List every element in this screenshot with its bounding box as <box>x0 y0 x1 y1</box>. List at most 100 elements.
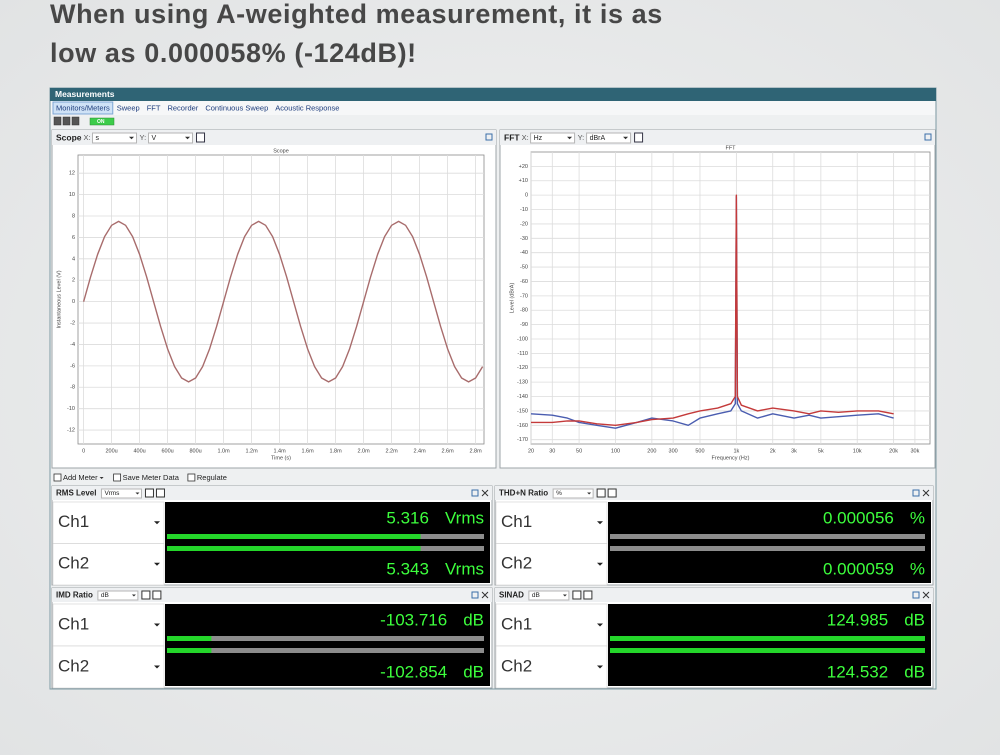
meter-value: 124.985 <box>827 610 888 629</box>
toolbar <box>51 115 935 128</box>
toolbar-icon[interactable] <box>187 473 196 482</box>
y-tick-label: -160 <box>517 423 528 429</box>
dropdown-value: s <box>96 135 100 142</box>
y-tick-label: -120 <box>517 365 528 371</box>
on-button <box>89 117 115 126</box>
dropdown[interactable] <box>552 488 594 499</box>
settings-icon[interactable] <box>196 132 206 143</box>
channel-label: Ch2 <box>501 554 532 573</box>
channel-label: Ch1 <box>501 512 532 531</box>
meter-icon[interactable] <box>141 590 151 600</box>
x-tick-label: 200 <box>647 448 656 454</box>
y-tick-label: -70 <box>520 293 528 299</box>
meter-icon[interactable] <box>583 590 593 600</box>
meter-value: 5.316 <box>386 508 429 527</box>
y-tick-label: -8 <box>70 385 75 391</box>
toolbar-button[interactable]: Save Meter Data <box>123 473 180 482</box>
toolbar-button[interactable]: Regulate <box>197 473 227 482</box>
close-icon[interactable] <box>481 489 489 497</box>
channel-cell <box>495 645 608 689</box>
y-tick-label: -90 <box>520 322 528 328</box>
meter-value: -102.854 <box>380 662 447 681</box>
close-icon[interactable] <box>922 489 930 497</box>
dropdown-value: dBrA <box>590 135 606 142</box>
dropdown[interactable] <box>148 132 194 144</box>
undock-icon[interactable] <box>471 591 479 599</box>
tab[interactable]: Acoustic Response <box>275 103 339 112</box>
y-tick-label: -20 <box>520 221 528 227</box>
toolbar-icon[interactable] <box>53 473 62 482</box>
y-tick-label: 6 <box>72 235 75 241</box>
dropdown-arrow <box>623 136 629 140</box>
meter-title: RMS Level <box>56 489 96 498</box>
undock-icon[interactable] <box>924 133 932 141</box>
dropdown[interactable] <box>586 132 632 144</box>
y-tick-label: -130 <box>517 380 528 386</box>
dropdown-arrow <box>185 136 191 140</box>
toolbar-button[interactable]: Add Meter <box>63 473 98 482</box>
window-title: Measurements <box>55 89 115 99</box>
value-unit: dB <box>463 610 484 629</box>
tab[interactable]: Sweep <box>117 103 140 112</box>
panel-title: Scope <box>56 132 82 142</box>
x-tick-label: 2.6m <box>441 448 454 454</box>
dropdown-arrow <box>567 136 573 140</box>
undock-icon[interactable] <box>485 133 493 141</box>
x-tick-label: 5k <box>818 448 824 454</box>
y-tick-label: -6 <box>70 363 75 369</box>
y-tick-label: -4 <box>70 342 75 348</box>
dropdown-arrow <box>597 665 603 669</box>
undock-icon[interactable] <box>471 489 479 497</box>
channel-cell <box>52 603 165 647</box>
dropdown-arrow <box>154 521 160 525</box>
headline: When using A-weighted measurement, it is… <box>50 0 663 29</box>
value-unit: dB <box>904 662 925 681</box>
meter-icon[interactable] <box>152 590 162 600</box>
channel-label: Ch2 <box>501 656 532 675</box>
settings-icon[interactable] <box>634 132 644 143</box>
value-unit: % <box>910 559 925 578</box>
dropdown-arrow <box>154 665 160 669</box>
y-tick-label: -80 <box>520 308 528 314</box>
on-button-label[interactable]: ON <box>97 119 105 125</box>
axis-selector-label: X: <box>84 133 91 142</box>
meter-value: 124.532 <box>827 662 888 681</box>
tab[interactable]: Monitors/Meters <box>56 103 110 112</box>
x-tick-label: 2.4m <box>413 448 426 454</box>
value-unit: Vrms <box>445 559 484 578</box>
meter-icon[interactable] <box>607 488 617 498</box>
value-unit: dB <box>463 662 484 681</box>
meter-header <box>495 588 933 602</box>
undock-icon[interactable] <box>912 489 920 497</box>
x-tick-label: 20k <box>889 448 898 454</box>
tab[interactable]: Recorder <box>167 103 198 112</box>
dropdown[interactable] <box>100 488 142 499</box>
data-line <box>82 220 484 383</box>
close-icon[interactable] <box>922 591 930 599</box>
toolbar-icon[interactable] <box>113 473 122 482</box>
undock-icon[interactable] <box>912 591 920 599</box>
dropdown-arrow <box>562 594 567 597</box>
close-icon[interactable] <box>481 591 489 599</box>
panel-title: FFT <box>504 132 520 142</box>
dropdown-arrow <box>597 562 603 566</box>
meter-icon[interactable] <box>572 590 582 600</box>
x-tick-label: 30 <box>549 448 555 454</box>
meter-icon[interactable] <box>596 488 606 498</box>
channel-label: Ch1 <box>58 614 89 633</box>
x-tick-label: 300 <box>669 448 678 454</box>
dropdown[interactable] <box>530 132 576 144</box>
dropdown[interactable] <box>92 132 138 144</box>
tab[interactable]: Continuous Sweep <box>205 103 268 112</box>
meter-bar <box>167 534 421 539</box>
unit-selector: % <box>556 490 562 497</box>
meter-icon[interactable] <box>155 488 165 498</box>
tab[interactable]: FFT <box>147 103 161 112</box>
dropdown-arrow <box>135 492 140 495</box>
channel-cell <box>52 543 165 586</box>
meter-toolbar <box>51 471 935 484</box>
axis-selector-label: X: <box>522 133 529 142</box>
dropdown[interactable] <box>528 590 570 601</box>
meter-icon[interactable] <box>144 488 154 498</box>
dropdown[interactable] <box>97 590 139 601</box>
